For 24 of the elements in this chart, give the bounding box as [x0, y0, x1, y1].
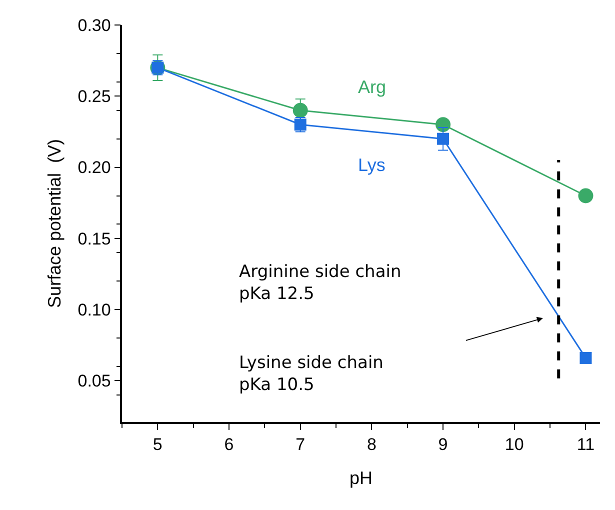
point [580, 352, 592, 364]
x-tick-label: 5 [152, 435, 162, 454]
y-tick-label: 0.20 [78, 158, 111, 178]
x-tick-label: 8 [366, 435, 376, 454]
x-tick-label: 10 [504, 435, 524, 454]
series-label: Lys [358, 155, 386, 175]
annotation: Lysine side chain pKa 10.5 [239, 353, 384, 396]
x-tick-label: 9 [438, 435, 448, 454]
x-tick-label: 6 [224, 435, 234, 454]
y-tick-label: 0.25 [78, 87, 111, 106]
x-axis-title: pH [349, 468, 373, 488]
annotation: Arginine side chain pKa 12.5 [239, 262, 402, 304]
point [436, 117, 451, 132]
x-tick-label: 7 [296, 435, 306, 454]
y-axis-title: Surface potential (V) [44, 138, 64, 308]
x-tick-label: 11 [576, 435, 595, 454]
y-tick-label: 0.05 [78, 372, 111, 391]
point [578, 188, 594, 204]
point [437, 132, 450, 145]
series-label: Arg [358, 77, 386, 97]
y-tick-label: 0.10 [78, 300, 111, 320]
point [292, 102, 308, 118]
y-tick-label: 0.30 [78, 16, 111, 35]
y-tick-label: 0.15 [78, 229, 111, 248]
